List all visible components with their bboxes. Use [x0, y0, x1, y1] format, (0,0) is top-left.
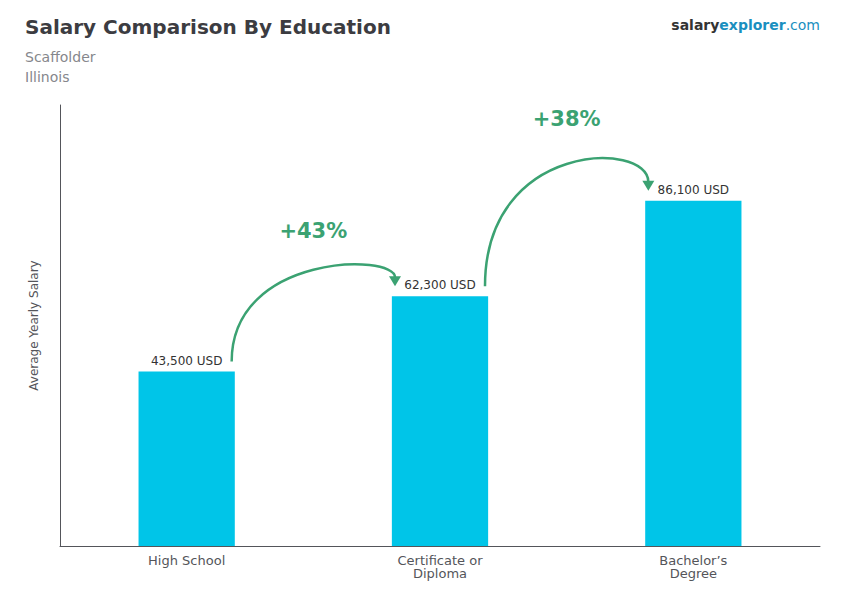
svg-text:62,300 USD: 62,300 USD	[404, 278, 475, 292]
svg-text:Salary Comparison By Education: Salary Comparison By Education	[25, 15, 391, 39]
svg-text:+38%: +38%	[533, 107, 601, 131]
svg-text:43,500 USD: 43,500 USD	[151, 354, 222, 368]
svg-text:salary: salary	[671, 17, 719, 33]
svg-text:Average Yearly Salary: Average Yearly Salary	[27, 260, 41, 390]
svg-text:.com: .com	[786, 17, 820, 33]
svg-text:Degree: Degree	[670, 566, 717, 581]
svg-text:+43%: +43%	[279, 219, 347, 243]
svg-text:Illinois: Illinois	[25, 69, 69, 85]
svg-text:Diploma: Diploma	[413, 566, 467, 581]
svg-text:High School: High School	[148, 553, 225, 568]
svg-text:explorer: explorer	[719, 17, 785, 33]
svg-text:86,100 USD: 86,100 USD	[658, 183, 729, 197]
svg-text:Scaffolder: Scaffolder	[25, 49, 96, 65]
svg-text:Certificate or: Certificate or	[397, 553, 483, 568]
svg-text:Bachelor’s: Bachelor’s	[659, 553, 728, 568]
